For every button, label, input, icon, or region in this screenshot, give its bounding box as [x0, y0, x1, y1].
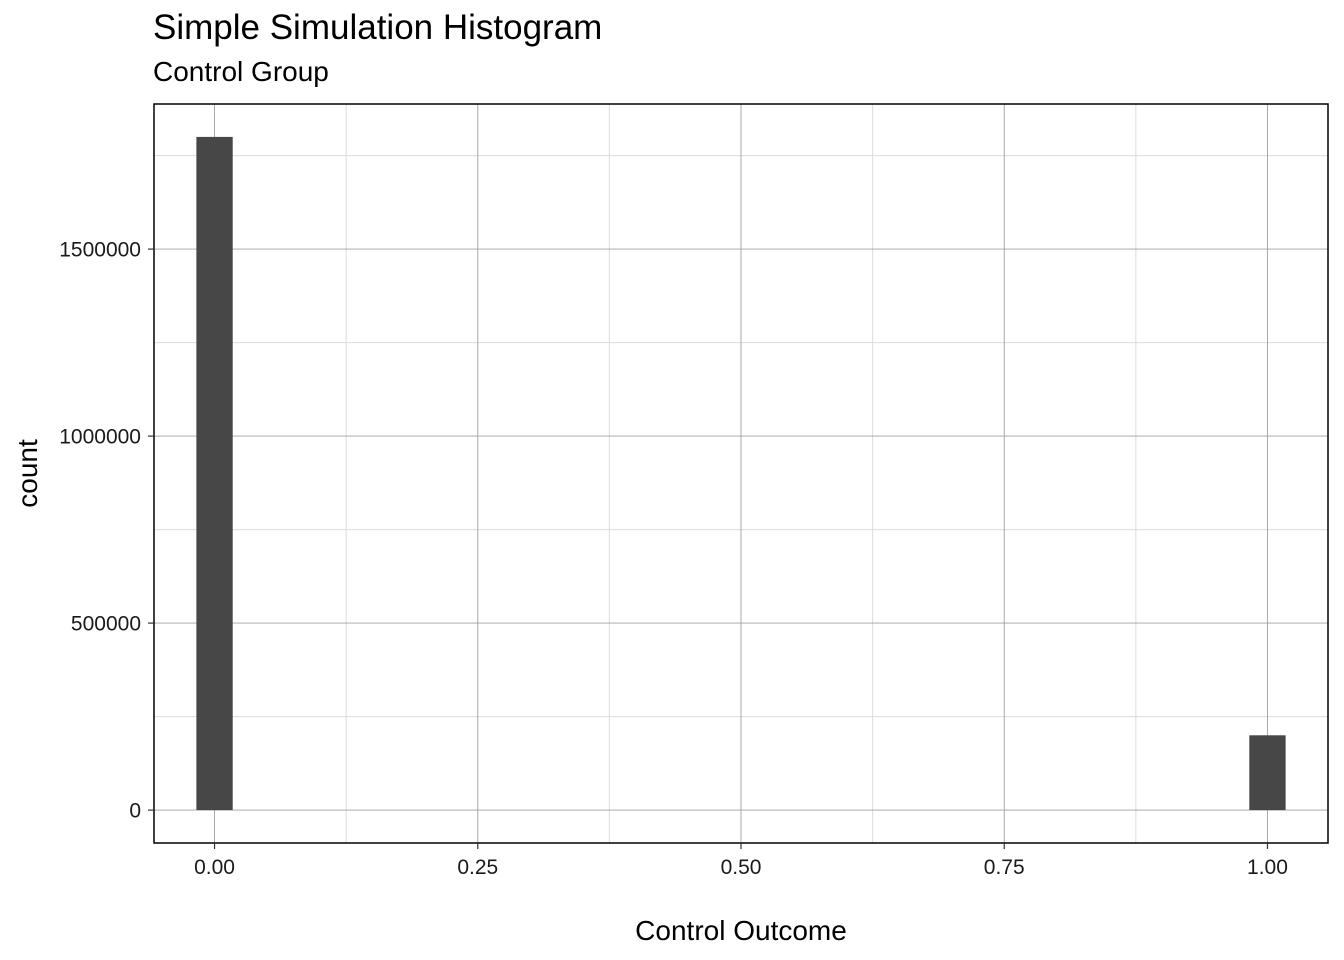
major-gridlines	[154, 104, 1328, 843]
histogram-bars	[196, 136, 1286, 811]
y-axis-ticks: 0 500000 1000000 1500000	[59, 239, 154, 823]
y-tick-label: 1500000	[59, 239, 141, 262]
x-tick-label: 1.00	[1247, 856, 1288, 879]
y-tick-label: 1000000	[59, 426, 141, 449]
y-tick-label: 0	[129, 800, 141, 823]
y-axis-title: count	[12, 439, 43, 508]
x-tick-label: 0.25	[457, 856, 498, 879]
x-axis-ticks: 0.00 0.25 0.50 0.75 1.00	[194, 843, 1288, 879]
y-tick-label: 500000	[71, 613, 141, 636]
histogram-bar	[196, 136, 233, 811]
x-tick-label: 0.75	[984, 856, 1025, 879]
x-tick-label: 0.00	[194, 856, 235, 879]
histogram-bar	[1249, 735, 1286, 811]
x-axis-title: Control Outcome	[635, 915, 847, 946]
chart-subtitle: Control Group	[153, 56, 329, 87]
x-tick-label: 0.50	[721, 856, 762, 879]
chart-title: Simple Simulation Histogram	[153, 8, 603, 47]
